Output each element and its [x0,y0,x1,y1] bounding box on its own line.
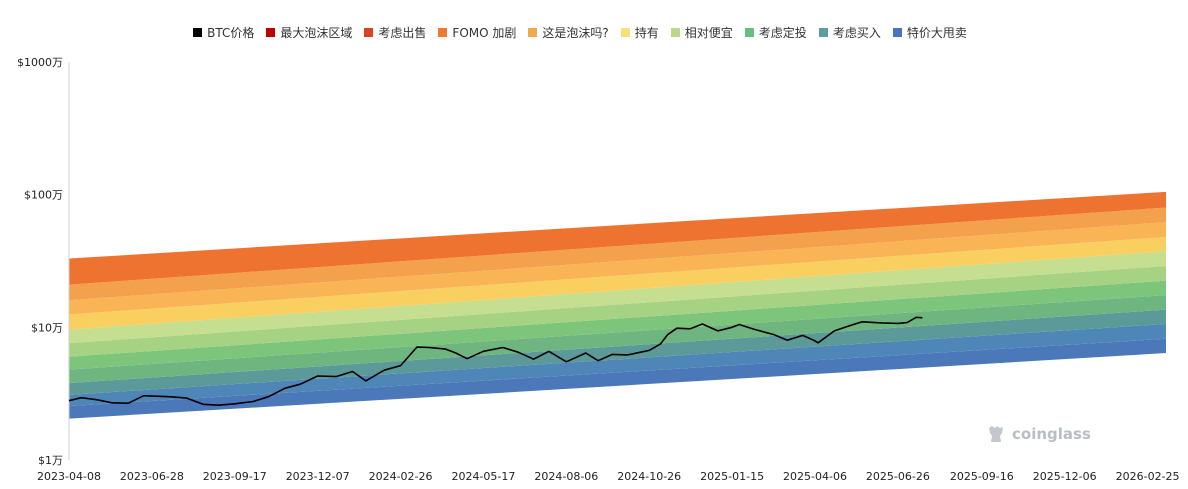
legend-label: BTC价格 [207,26,255,40]
legend-label: 相对便宜 [684,26,733,40]
rainbow-band [69,222,1166,315]
y-tick-label: $1000万 [17,56,63,69]
coinglass-logo-icon [989,426,1003,442]
legend-label: 持有 [634,26,659,40]
rainbow-band [69,191,1166,285]
legend-swatch [528,28,538,37]
legend-label: 这是泡沫吗? [542,26,609,40]
legend-label: 考虑定投 [758,26,807,40]
legend-item[interactable]: 最大泡沫区域 [266,24,352,41]
legend-item[interactable]: 考虑买入 [818,24,881,41]
legend-swatch [266,28,276,37]
watermark: coinglass [986,424,1091,444]
x-tick-label: 2025-06-26 [866,470,930,483]
rainbow-band [69,236,1166,330]
legend-item[interactable]: 考虑出售 [364,24,426,41]
legend-swatch [744,28,754,37]
x-tick-label: 2023-06-28 [120,470,184,483]
legend-item[interactable]: 这是泡沫吗? [528,24,609,41]
legend-item[interactable]: 特价大甩卖 [892,24,967,41]
x-tick-label: 2025-09-16 [950,470,1014,483]
x-tick-label: 2024-02-26 [369,470,433,483]
legend-item[interactable]: 相对便宜 [670,24,733,41]
legend-label: 考虑出售 [378,26,427,40]
legend-label: 最大泡沫区域 [280,26,353,40]
legend-swatch [438,28,448,37]
legend-swatch [364,28,374,37]
rainbow-band [69,251,1166,344]
legend-item[interactable]: BTC价格 [193,24,254,41]
rainbow-band [69,323,1166,407]
rainbow-band [69,309,1166,395]
x-tick-label: 2023-09-17 [203,470,267,483]
rainbow-band [69,207,1166,301]
legend-item[interactable]: 考虑定投 [744,24,807,41]
legend-swatch [620,28,630,37]
chart-legend: BTC价格 最大泡沫区域 考虑出售 FOMO 加剧 这是泡沫吗? 持有 相对便宜 考虑定投 考虑… [0,24,1160,41]
legend-item[interactable]: 持有 [620,24,659,41]
x-tick-label: 2024-10-26 [617,470,681,483]
y-tick-label: $1万 [38,454,63,467]
legend-swatch [892,28,902,37]
rainbow-band [69,265,1166,357]
legend-swatch [818,28,828,37]
x-tick-label: 2024-08-06 [534,470,598,483]
rainbow-band [69,338,1166,419]
legend-item[interactable]: FOMO 加剧 [438,24,516,41]
x-tick-label: 2024-05-17 [451,470,515,483]
x-tick-label: 2025-04-06 [783,470,847,483]
watermark-text: coinglass [1012,425,1091,443]
y-tick-label: $10万 [31,321,63,334]
legend-label: 特价大甩卖 [906,26,967,40]
legend-label: 考虑买入 [832,26,881,40]
x-tick-label: 2023-12-07 [286,470,350,483]
y-tick-label: $100万 [24,189,63,202]
rainbow-band [69,295,1166,384]
x-tick-label: 2025-12-06 [1033,470,1097,483]
x-tick-label: 2026-02-25 [1116,470,1180,483]
legend-label: FOMO 加剧 [452,26,517,40]
legend-swatch [670,28,680,37]
x-tick-label: 2023-04-08 [37,470,101,483]
rainbow-band [69,280,1166,370]
legend-swatch [193,28,203,37]
btc-price-line [68,316,923,406]
x-tick-label: 2025-01-15 [700,470,764,483]
